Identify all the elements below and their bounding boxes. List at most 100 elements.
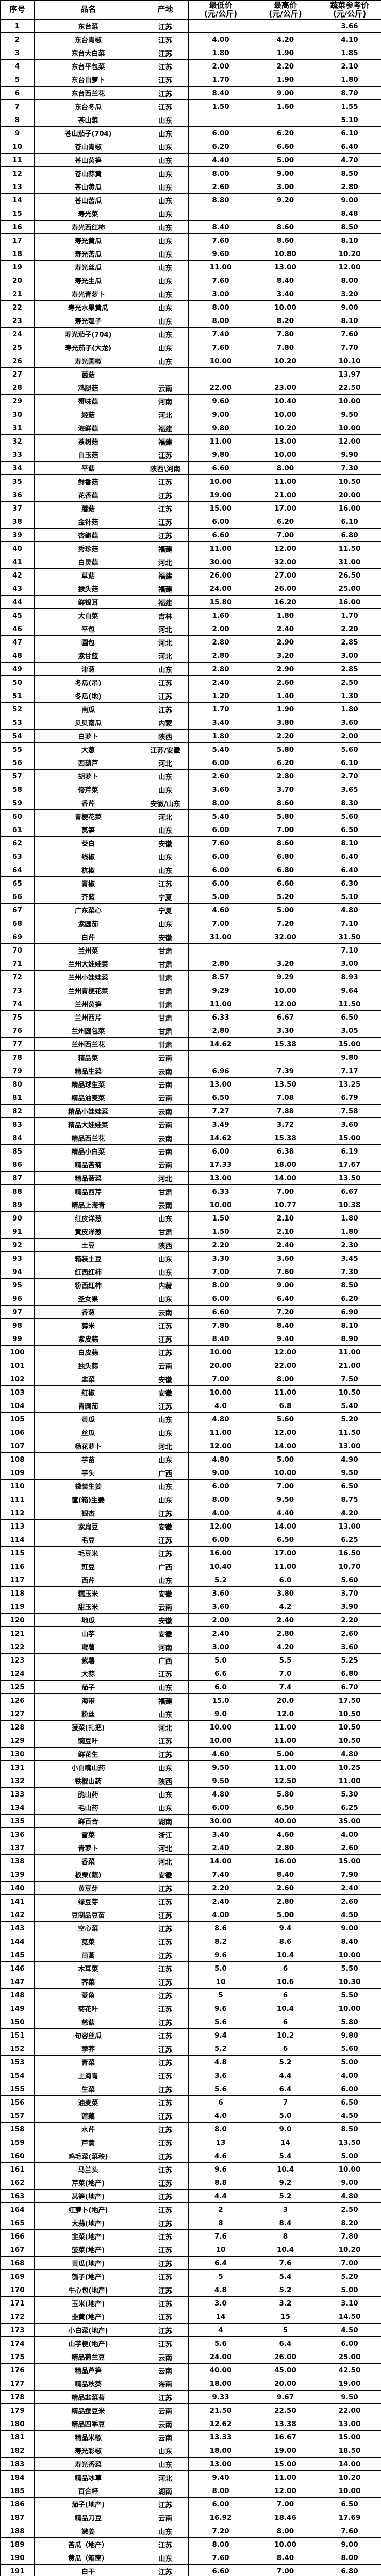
table-row: 176 精品芦笋 云南 40.00 45.00 42.50	[0, 2363, 381, 2377]
cell-min-price: 9.00	[188, 408, 253, 421]
cell-reference-price: 4.70	[318, 153, 381, 167]
cell-max-price: 7.20	[253, 1305, 318, 1319]
cell-index: 101	[0, 1359, 35, 1372]
cell-reference-price: 7.10	[318, 943, 381, 957]
cell-max-price: 9.00	[253, 1278, 318, 1292]
cell-product-name: 板栗(蔬)	[34, 1868, 142, 1882]
cell-reference-price: 8.30	[318, 796, 381, 810]
cell-product-name: 苍山青椒	[34, 140, 142, 154]
cell-origin: 河北	[142, 756, 189, 770]
cell-index: 99	[0, 1332, 35, 1346]
cell-origin: 山东	[142, 1452, 189, 1466]
cell-min-price: 8.8	[188, 2176, 253, 2190]
table-row: 22 寿光水果黄瓜 山东 8.00 10.00 9.00	[0, 300, 381, 314]
cell-reference-price: 6.10	[318, 126, 381, 140]
cell-max-price: 5.2	[253, 2189, 318, 2203]
cell-index: 23	[0, 314, 35, 328]
cell-index: 54	[0, 729, 35, 743]
cell-min-price: 6.00	[188, 823, 253, 837]
cell-max-price: 4.4	[253, 2069, 318, 2082]
cell-max-price: 3.2	[253, 2296, 318, 2310]
cell-origin: 江苏	[142, 1506, 189, 1520]
table-row: 168 黄瓜(地产) 江苏 6.4 7.6 7.00	[0, 2256, 381, 2270]
cell-min-price: 8.0	[188, 2122, 253, 2136]
cell-product-name: 东台菜	[34, 19, 142, 33]
cell-reference-price: 9.00	[318, 1921, 381, 1935]
cell-max-price: 9.2	[253, 2176, 318, 2190]
cell-product-name: 油麦菜	[34, 2095, 142, 2109]
table-row: 4 东台平包菜 江苏 2.00 2.20 2.10	[0, 59, 381, 73]
cell-product-name: 茄子(地产)	[34, 2497, 142, 2511]
cell-min-price: 1.50	[188, 99, 253, 113]
cell-min-price: 4.80	[188, 1412, 253, 1426]
cell-min-price: 15.00	[188, 501, 253, 515]
cell-index: 125	[0, 1680, 35, 1694]
cell-max-price: 4.2	[253, 1600, 318, 1614]
cell-product-name: 玉米(地产)	[34, 2296, 142, 2310]
cell-min-price: 2.20	[188, 1238, 253, 1252]
cell-reference-price: 8.70	[318, 86, 381, 100]
table-row: 21 寿光青萝卜 山东 3.00 3.40 3.20	[0, 287, 381, 301]
cell-reference-price: 10.30	[318, 1975, 381, 1989]
cell-max-price: 10.00	[253, 1466, 318, 1480]
cell-min-price: 2.60	[188, 769, 253, 783]
table-row: 130 鲜花生 江苏 4.60 5.00 4.80	[0, 1747, 381, 1761]
cell-origin: 云南	[142, 1064, 189, 1078]
table-row: 159 芦蒿 江苏 13 14 13.50	[0, 2136, 381, 2149]
cell-min-price: 1.50	[188, 1211, 253, 1225]
cell-min-price: 11.00	[188, 997, 253, 1011]
cell-reference-price: 13.50	[318, 1171, 381, 1185]
cell-index: 65	[0, 876, 35, 890]
cell-origin: 甘肃	[142, 1037, 189, 1051]
cell-origin: 山东	[142, 1787, 189, 1801]
table-row: 156 油麦菜 江苏 6 7 6.50	[0, 2095, 381, 2109]
cell-origin: 江苏	[142, 1533, 189, 1547]
cell-min-price: 10.00	[188, 1720, 253, 1734]
cell-origin: 江苏	[142, 2162, 189, 2176]
table-row: 106 丝瓜 山东 11.00 12.00 11.50	[0, 1426, 381, 1439]
cell-max-price	[253, 207, 318, 221]
cell-index: 141	[0, 1894, 35, 1908]
cell-max-price: 8.60	[253, 233, 318, 247]
table-row: 177 精品秋葵 海南 18.00 20.00 19.00	[0, 2377, 381, 2391]
table-row: 184 精品冰草 河北 9.40 11.00 10.20	[0, 2470, 381, 2484]
cell-max-price: 6.67	[253, 1010, 318, 1024]
cell-origin: 浙江	[142, 1827, 189, 1841]
table-row: 20 寿光生瓜 山东 7.60 8.40 8.00	[0, 274, 381, 287]
table-row: 74 兰州莴笋 甘肃 11.00 12.00 11.50	[0, 997, 381, 1011]
table-row: 114 毛豆 江苏 6.00 6.50 6.25	[0, 1533, 381, 1547]
cell-origin: 陕西	[142, 1238, 189, 1252]
cell-max-price: 5.2	[253, 2055, 318, 2069]
table-row: 181 精品米椒 云南 13.33 16.67 15.00	[0, 2430, 381, 2444]
cell-max-price: 7.6	[253, 2256, 318, 2270]
cell-origin: 河南	[142, 394, 189, 408]
cell-index: 138	[0, 1854, 35, 1868]
cell-min-price: 5.0	[188, 1961, 253, 1975]
cell-index: 175	[0, 2350, 35, 2364]
cell-origin: 内蒙	[142, 716, 189, 730]
table-row: 112 银杏 江苏 4.00 4.40 4.20	[0, 1506, 381, 1520]
cell-product-name: 寿光丝瓜	[34, 260, 142, 274]
cell-max-price: 11.00	[253, 1720, 318, 1734]
cell-product-name: 寿光生瓜	[34, 274, 142, 287]
table-row: 129 豌豆叶 江苏 10.00 11.00 10.50	[0, 1734, 381, 1748]
cell-min-price: 14.62	[188, 1131, 253, 1145]
cell-reference-price: 8.10	[318, 836, 381, 850]
cell-min-price: 16.00	[188, 1546, 253, 1560]
cell-max-price: 8.60	[253, 836, 318, 850]
cell-origin: 湖南	[142, 2484, 189, 2498]
cell-min-price: 4.4	[188, 2189, 253, 2203]
cell-reference-price: 7.30	[318, 461, 381, 475]
cell-index: 55	[0, 742, 35, 756]
cell-max-price: 5	[253, 2323, 318, 2337]
cell-origin: 山东	[142, 1479, 189, 1493]
table-row: 52 南瓜 江苏 1.70 1.90 1.80	[0, 702, 381, 716]
cell-product-name: 寿光水果黄瓜	[34, 300, 142, 314]
cell-product-name: 苍山蒜黄	[34, 166, 142, 180]
table-row: 63 线椒 山东 6.00 6.80 6.40	[0, 850, 381, 863]
table-row: 103 红椒 安徽 10.00 11.00 10.50	[0, 1385, 381, 1399]
cell-index: 120	[0, 1613, 35, 1627]
table-row: 136 雪菜 浙江 3.40 4.60 4.00	[0, 1827, 381, 1841]
cell-index: 14	[0, 193, 35, 207]
cell-reference-price: 6.20	[318, 1292, 381, 1306]
